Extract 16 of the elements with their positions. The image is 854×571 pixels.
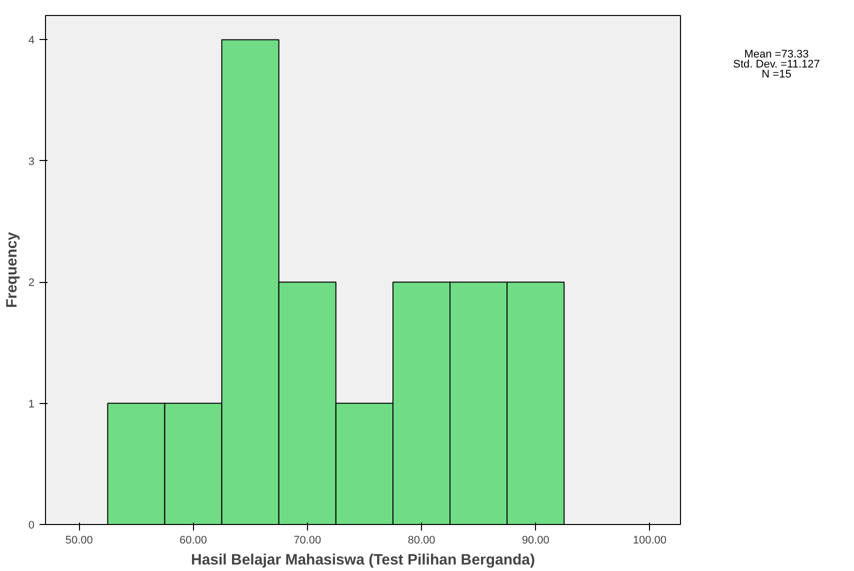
text: N =15 [762, 68, 792, 80]
x-tick-label: 70.00 [294, 534, 322, 546]
text: Mean =73.33 [744, 48, 809, 61]
y-tick-label: 3 [28, 156, 35, 168]
x-tick-label: 80.00 [408, 534, 436, 546]
x-tick-label: 100.00 [632, 534, 667, 546]
x-tick-label: 50.00 [65, 534, 93, 546]
y-tick-label: 2 [28, 277, 35, 290]
y-axis-title: Frequency [3, 231, 20, 308]
y-tick-label: 1 [28, 398, 35, 410]
x-tick-label: 60.00 [180, 534, 208, 546]
y-tick-label: 4 [28, 34, 35, 47]
x-axis-title: Hasil Belajar Mahasiswa (Test Pilihan Berganda) [191, 552, 536, 568]
x-tick-label: 90.00 [522, 534, 550, 546]
text: Std. Dev. =11.127 [733, 58, 820, 71]
y-tick-label: 0 [28, 520, 35, 532]
